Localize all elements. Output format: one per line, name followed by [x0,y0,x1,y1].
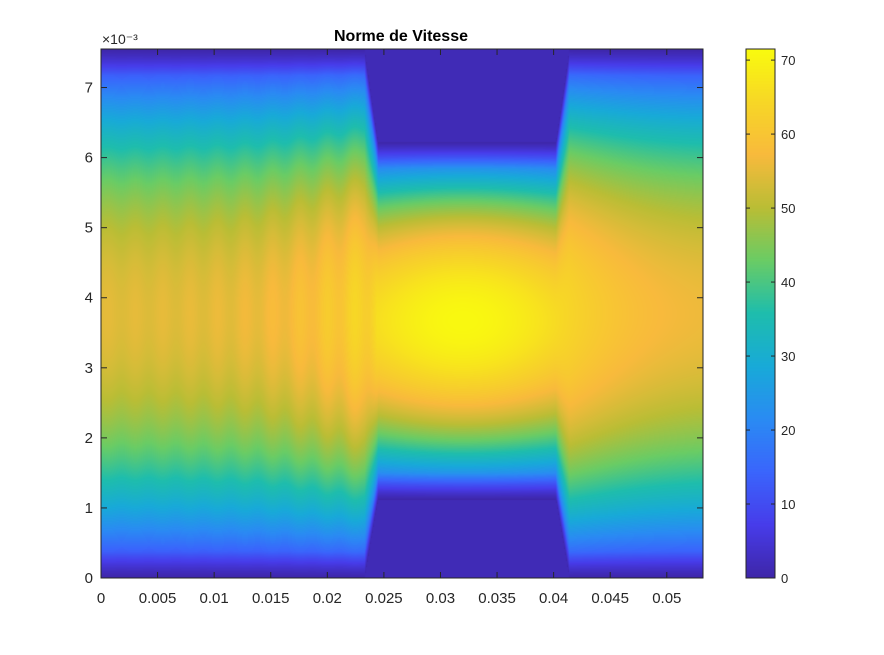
x-tick-label: 0.02 [313,590,342,607]
x-tick-label: 0.01 [200,590,229,607]
y-tick-label: 5 [85,220,93,237]
x-tick-label: 0.03 [426,590,455,607]
x-tick-label: 0 [97,590,105,607]
colorbar-tick-label: 0 [781,571,788,586]
y-tick-label: 2 [85,430,93,447]
y-tick-label: 0 [85,570,93,587]
colorbar-tick-label: 40 [781,275,795,290]
y-tick-label: 3 [85,360,93,377]
x-tick-label: 0.05 [652,590,681,607]
heatmap-image [101,49,703,578]
x-tick-label: 0.045 [591,590,629,607]
y-tick-label: 4 [85,290,93,307]
x-tick-label: 0.015 [252,590,290,607]
x-tick-label: 0.035 [478,590,516,607]
y-axis-exponent-label: ×10⁻³ [102,31,138,47]
y-tick-label: 6 [85,150,93,167]
colorbar-tick-label: 30 [781,349,795,364]
colorbar-gradient [746,49,775,578]
y-tick-label: 7 [85,80,93,97]
chart-title: Norme de Vitesse [334,28,468,45]
x-tick-label: 0.04 [539,590,568,607]
colorbar-axis: 0 10 20 30 40 50 60 70 [746,53,795,586]
colorbar-tick-label: 60 [781,127,795,142]
colorbar-tick-label: 20 [781,423,795,438]
colorbar-tick-label: 10 [781,497,795,512]
x-tick-label: 0.025 [365,590,403,607]
y-tick-label: 1 [85,500,93,517]
colorbar-tick-label: 50 [781,201,795,216]
x-tick-label: 0.005 [139,590,177,607]
x-axis: 0 0.005 0.01 0.015 0.02 0.025 0.03 0.035 0.04 0.0… [97,49,681,607]
plot-area-frame [100,48,704,579]
colorbar-frame [745,48,776,579]
colorbar-tick-label: 70 [781,53,795,68]
y-axis: 0 1 2 3 4 5 6 7 [85,80,703,587]
